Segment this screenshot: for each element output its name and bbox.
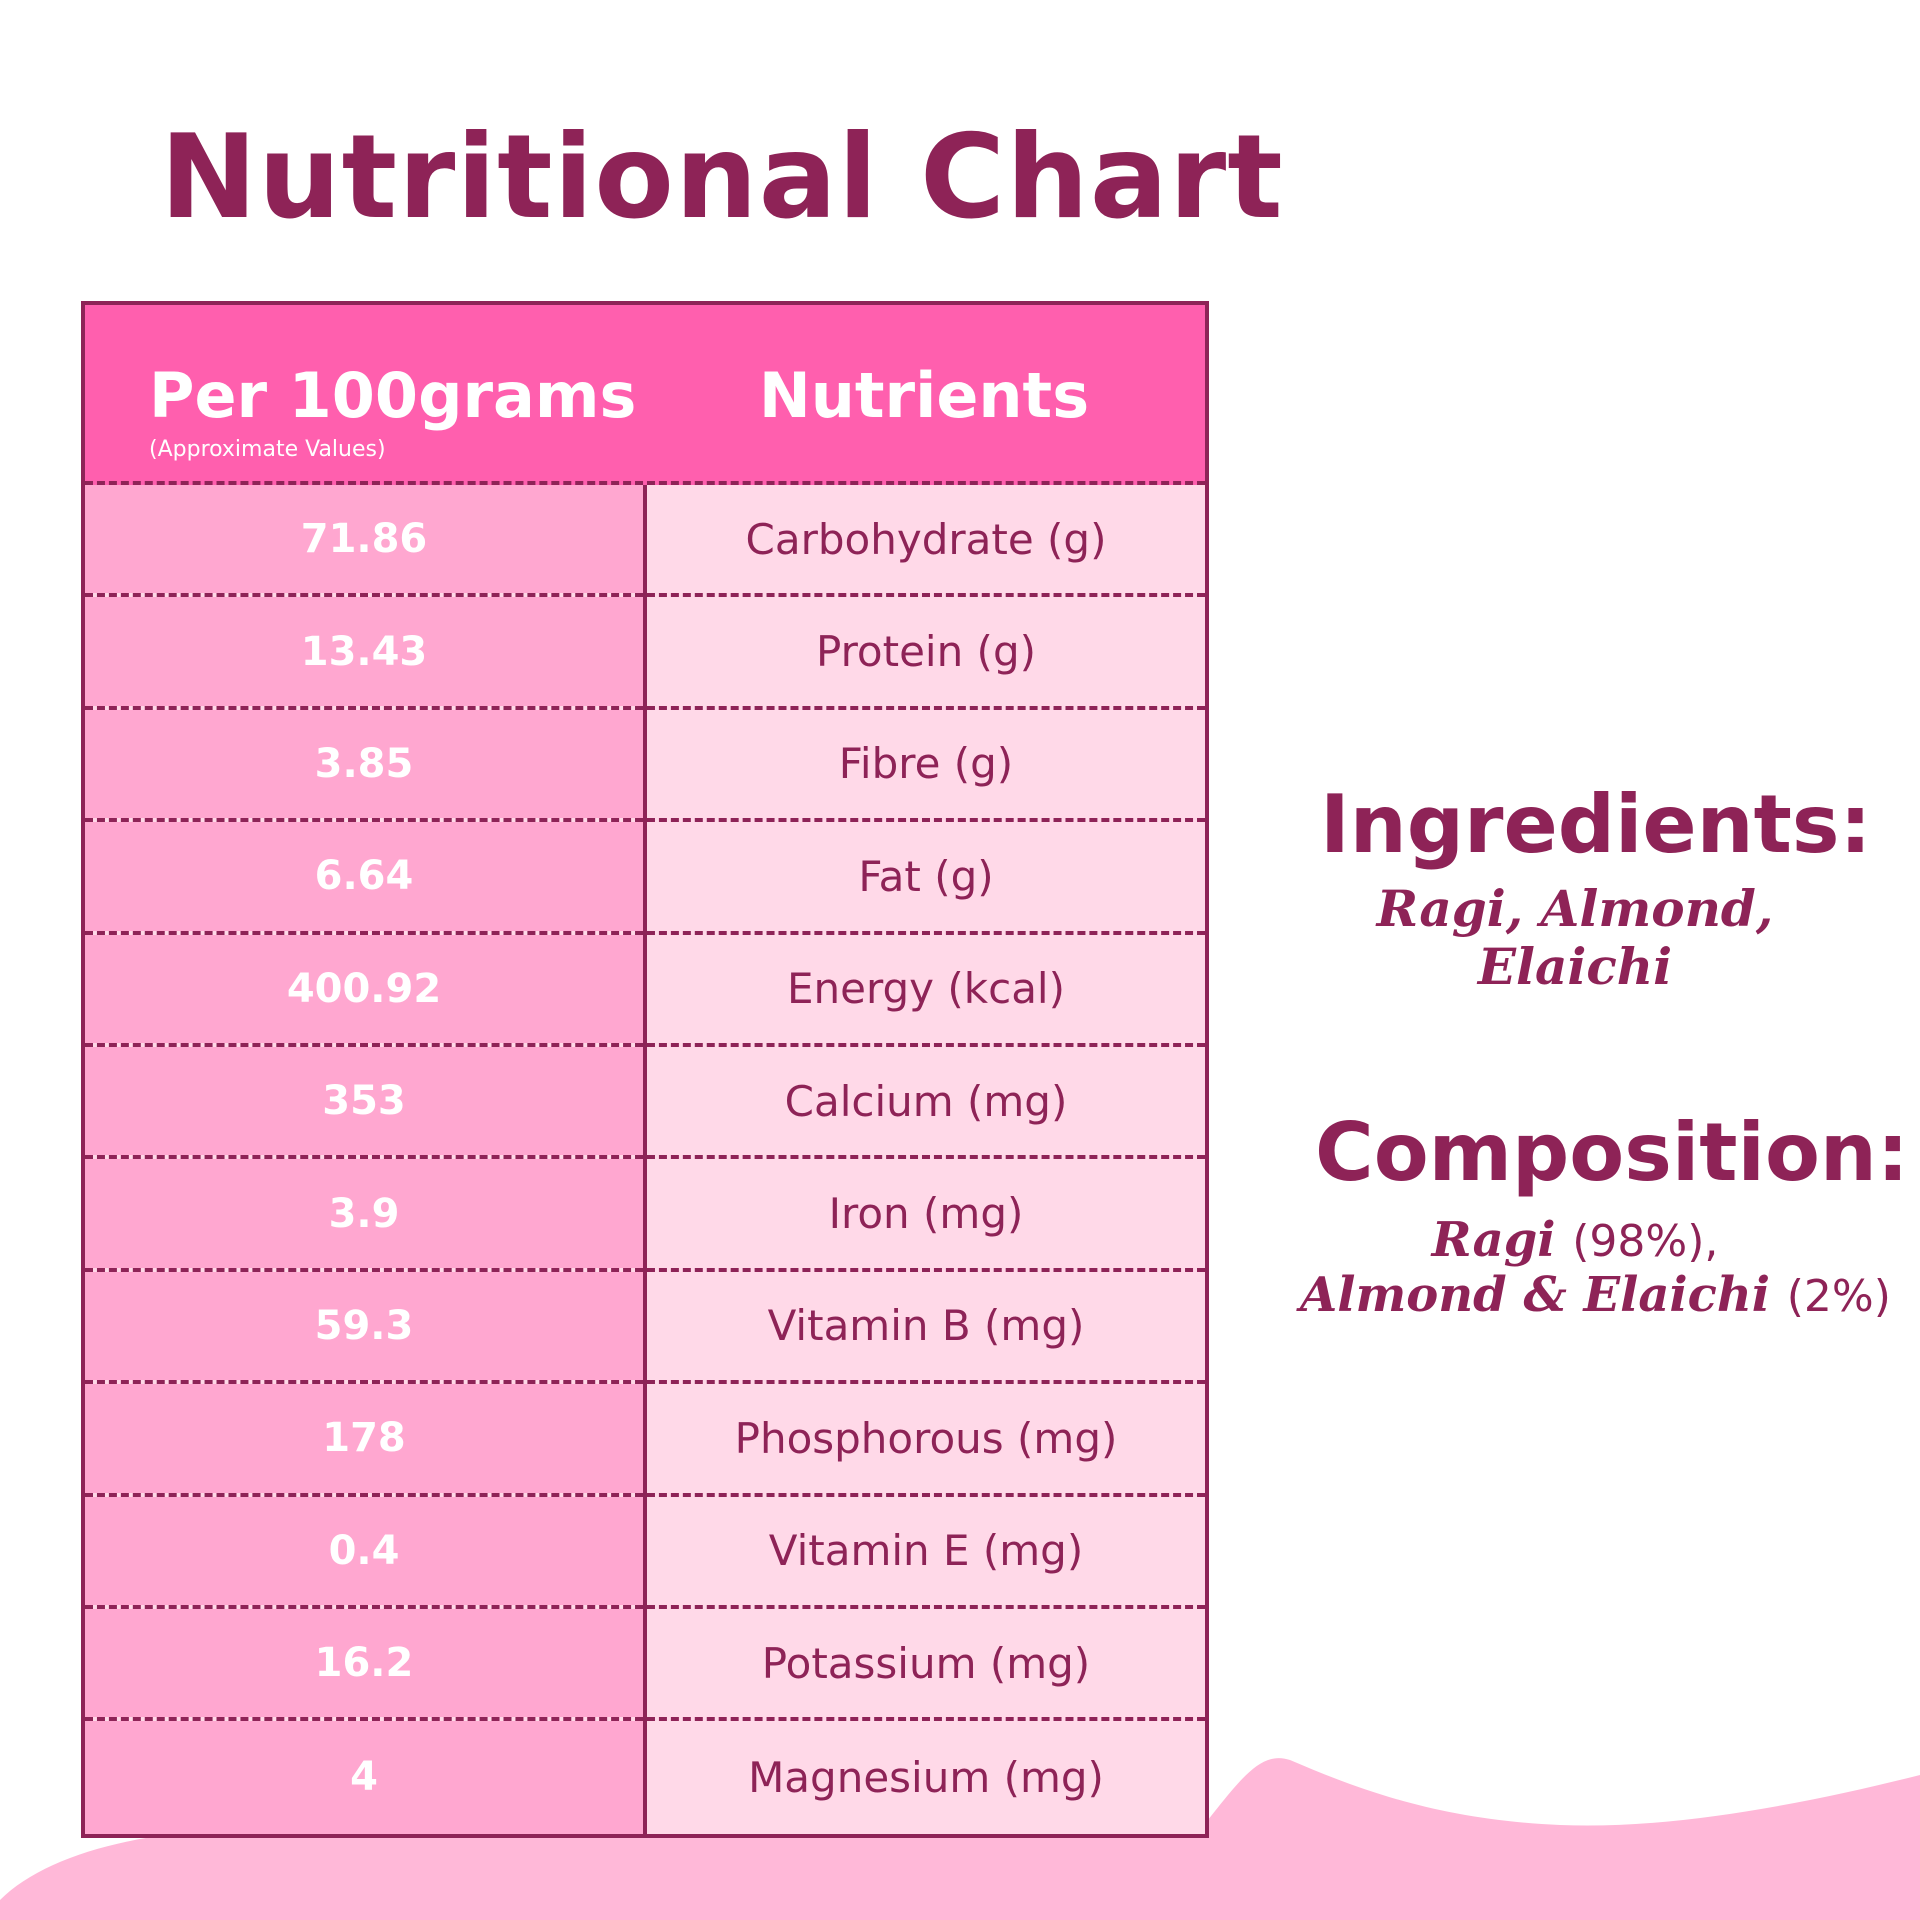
ingredients-line-2: Elaichi bbox=[1477, 936, 1673, 996]
table-header: Per 100grams (Approximate Values) Nutrie… bbox=[85, 305, 1205, 485]
table-row: 3.85 Fibre (g) bbox=[85, 709, 1205, 823]
ingredients-line-1: Ragi, Almond, bbox=[1376, 879, 1774, 938]
value-cell: 6.64 bbox=[85, 822, 643, 931]
table-row: 6.64 Fat (g) bbox=[85, 822, 1205, 935]
composition-list: Ragi (98%), Almond & Elaichi (2%) bbox=[1300, 1212, 1891, 1324]
header-approximate-values: (Approximate Values) bbox=[149, 437, 386, 462]
composition-line-1: Ragi (98%), bbox=[1300, 1212, 1850, 1268]
value-cell: 400.92 bbox=[85, 934, 643, 1043]
nutrient-cell: Fibre (g) bbox=[643, 709, 1205, 819]
nutrient-cell: Calcium (mg) bbox=[643, 1046, 1205, 1156]
value-cell: 71.86 bbox=[85, 485, 643, 594]
page-title: Nutritional Chart bbox=[160, 110, 1284, 245]
table-row: 353 Calcium (mg) bbox=[85, 1046, 1205, 1160]
header-per-100grams: Per 100grams bbox=[149, 359, 637, 432]
composition-item-name: Ragi bbox=[1431, 1212, 1556, 1268]
nutrient-cell: Fat (g) bbox=[643, 822, 1205, 931]
table-row: 71.86 Carbohydrate (g) bbox=[85, 485, 1205, 598]
value-cell: 59.3 bbox=[85, 1271, 643, 1381]
nutrient-cell: Vitamin B (mg) bbox=[643, 1271, 1205, 1381]
composition-item-percent: (2%) bbox=[1786, 1271, 1891, 1323]
nutrient-cell: Iron (mg) bbox=[643, 1159, 1205, 1268]
nutrition-table: Per 100grams (Approximate Values) Nutrie… bbox=[81, 301, 1209, 1838]
nutrient-cell: Potassium (mg) bbox=[643, 1608, 1205, 1718]
header-nutrients: Nutrients bbox=[758, 359, 1090, 432]
nutrient-cell: Vitamin E (mg) bbox=[643, 1496, 1205, 1605]
composition-heading: Composition: bbox=[1315, 1106, 1909, 1199]
value-cell: 178 bbox=[85, 1384, 643, 1493]
table-row: 178 Phosphorous (mg) bbox=[85, 1384, 1205, 1497]
nutrient-cell: Magnesium (mg) bbox=[643, 1721, 1205, 1834]
value-cell: 3.85 bbox=[85, 709, 643, 819]
composition-item-percent: (98%), bbox=[1572, 1216, 1719, 1267]
value-cell: 16.2 bbox=[85, 1608, 643, 1718]
table-row: 4 Magnesium (mg) bbox=[85, 1721, 1205, 1834]
value-cell: 13.43 bbox=[85, 597, 643, 706]
table-row: 0.4 Vitamin E (mg) bbox=[85, 1496, 1205, 1609]
table-body: 71.86 Carbohydrate (g) 13.43 Protein (g) 3… bbox=[85, 485, 1205, 1834]
table-row: 3.9 Iron (mg) bbox=[85, 1159, 1205, 1272]
column-divider bbox=[643, 485, 647, 1834]
nutrient-cell: Protein (g) bbox=[643, 597, 1205, 706]
composition-item-name: Almond & Elaichi bbox=[1300, 1267, 1771, 1324]
value-cell: 3.9 bbox=[85, 1159, 643, 1268]
ingredients-list: Ragi, Almond, Elaichi bbox=[1300, 880, 1850, 995]
value-cell: 4 bbox=[85, 1721, 643, 1834]
value-cell: 0.4 bbox=[85, 1496, 643, 1605]
nutrient-cell: Phosphorous (mg) bbox=[643, 1384, 1205, 1493]
ingredients-heading: Ingredients: bbox=[1320, 778, 1872, 871]
nutrient-cell: Carbohydrate (g) bbox=[643, 485, 1205, 594]
value-cell: 353 bbox=[85, 1046, 643, 1156]
nutrient-cell: Energy (kcal) bbox=[643, 934, 1205, 1043]
table-row: 16.2 Potassium (mg) bbox=[85, 1608, 1205, 1722]
composition-line-2: Almond & Elaichi (2%) bbox=[1300, 1267, 1891, 1324]
